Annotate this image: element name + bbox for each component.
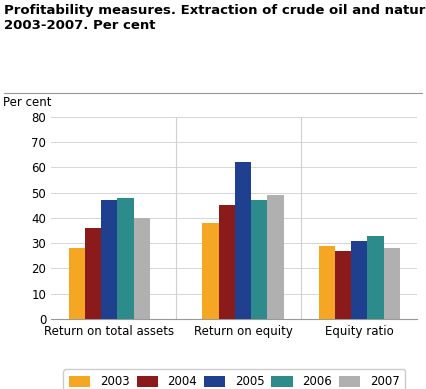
Bar	[251, 200, 268, 319]
Bar	[319, 246, 335, 319]
Legend: 2003, 2004, 2005, 2006, 2007: 2003, 2004, 2005, 2006, 2007	[63, 370, 406, 389]
Text: Per cent: Per cent	[3, 96, 52, 109]
Bar	[118, 198, 134, 319]
Bar	[101, 200, 118, 319]
Bar	[268, 195, 284, 319]
Bar	[384, 248, 400, 319]
Bar	[368, 236, 384, 319]
Text: Profitability measures. Extraction of crude oil and natural gas.
2003-2007. Per : Profitability measures. Extraction of cr…	[4, 4, 426, 32]
Bar	[335, 251, 351, 319]
Bar	[202, 223, 219, 319]
Bar	[351, 240, 368, 319]
Bar	[134, 218, 150, 319]
Bar	[69, 248, 85, 319]
Bar	[219, 205, 235, 319]
Bar	[85, 228, 101, 319]
Bar	[235, 162, 251, 319]
